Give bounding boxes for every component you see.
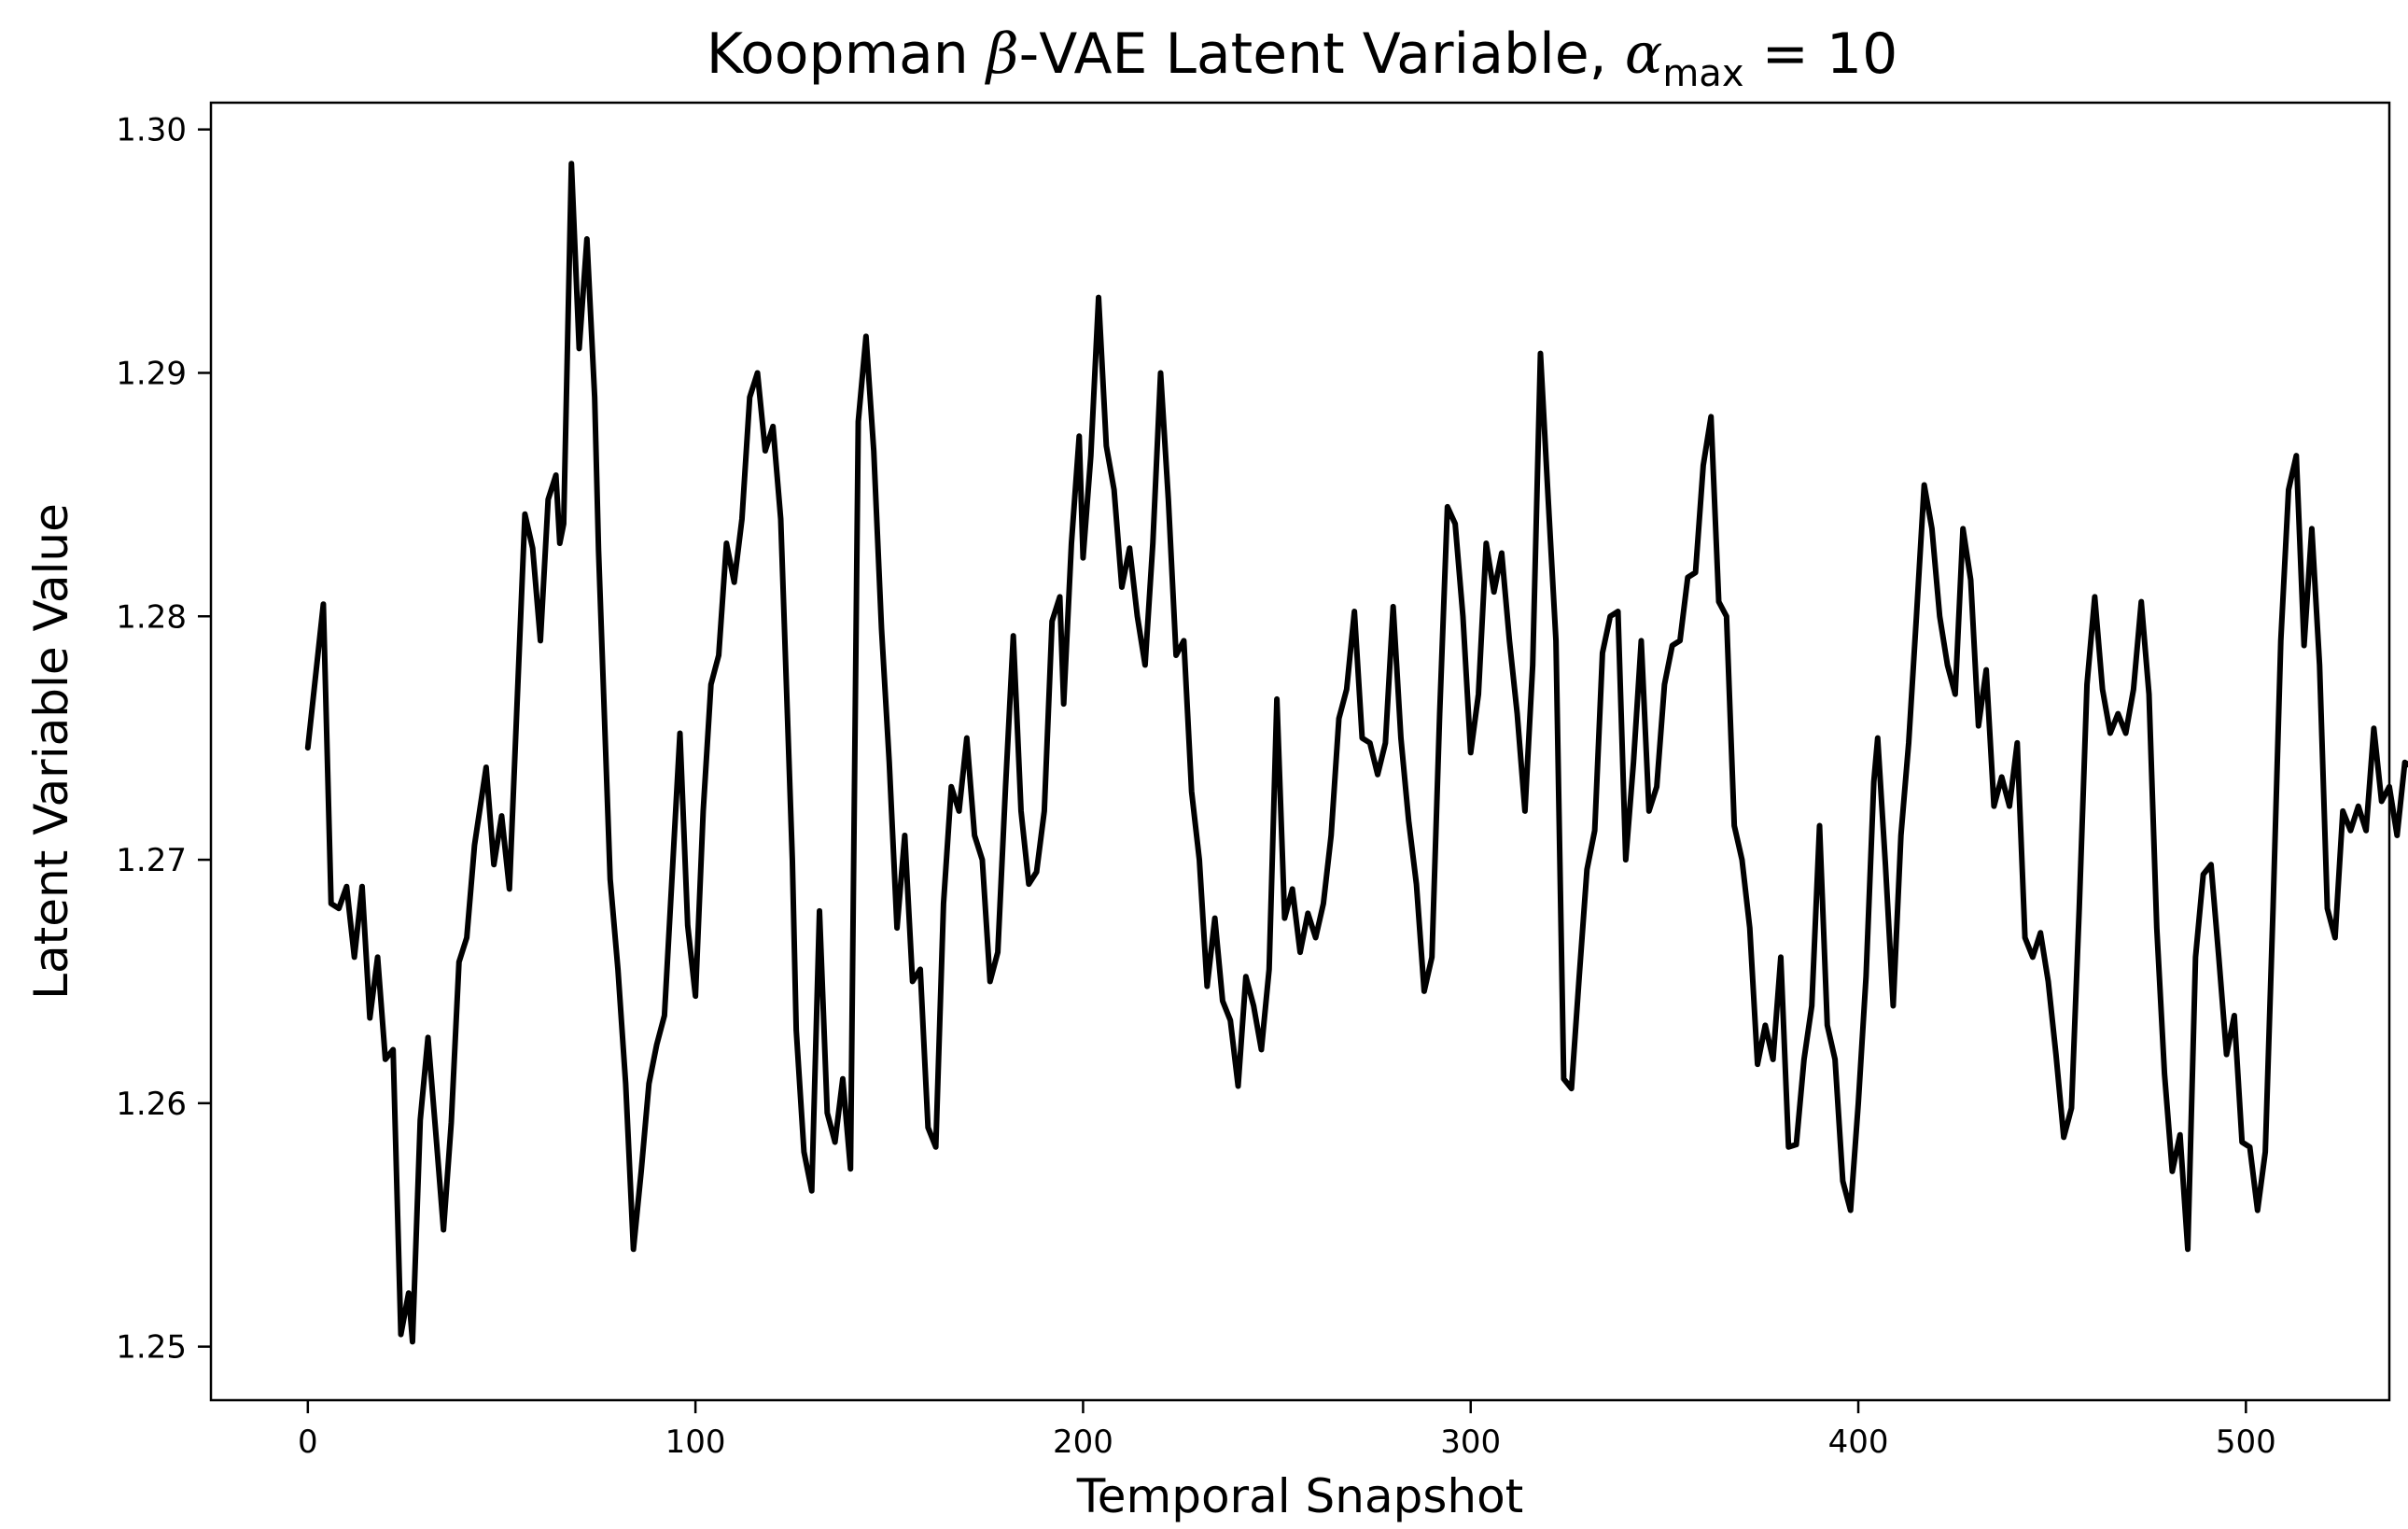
y-tick-label: 1.27 <box>116 842 187 879</box>
y-tick-label: 1.30 <box>116 112 187 149</box>
x-tick-label: 300 <box>1440 1424 1501 1461</box>
plot-frame <box>209 101 2391 1402</box>
x-axis-ticks: 0 100 200 300 400 500 <box>298 1400 2276 1461</box>
y-tick-label: 1.26 <box>116 1086 187 1123</box>
x-tick-label: 200 <box>1053 1424 1113 1461</box>
y-tick-label: 1.25 <box>116 1329 187 1367</box>
y-axis-label: Latent Variable Value <box>24 503 78 1000</box>
latent-variable-series-line <box>304 161 2408 1345</box>
x-tick-label: 0 <box>298 1424 318 1461</box>
y-tick-label: 1.29 <box>116 355 187 392</box>
x-tick-label: 500 <box>2216 1424 2276 1461</box>
x-axis-label: Temporal Snapshot <box>1076 1469 1524 1523</box>
y-tick-label: 1.28 <box>116 598 187 636</box>
y-axis-ticks: 1.25 1.26 1.27 1.28 1.29 1.30 <box>116 112 211 1367</box>
x-tick-label: 100 <box>665 1424 726 1461</box>
chart-title: Koopman β-VAE Latent Variable, αmax = 10 <box>707 21 1898 95</box>
x-tick-label: 400 <box>1828 1424 1889 1461</box>
